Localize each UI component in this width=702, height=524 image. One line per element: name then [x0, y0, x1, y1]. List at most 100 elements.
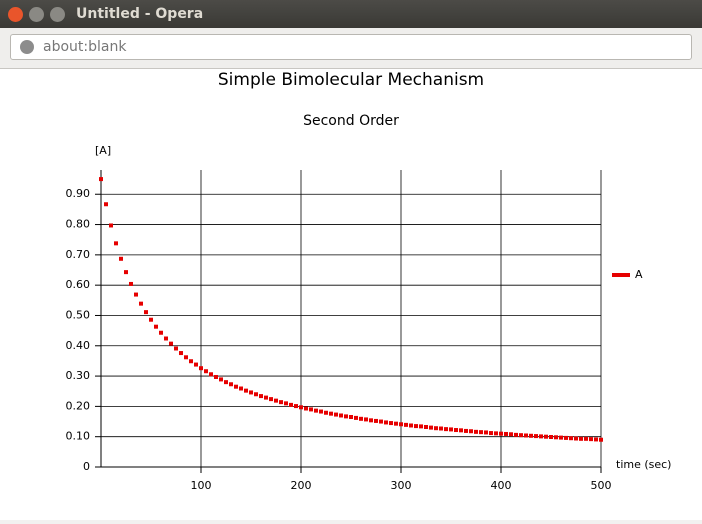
data-point [534, 434, 538, 439]
data-point [314, 408, 318, 413]
data-point [434, 426, 438, 431]
data-point [464, 428, 468, 433]
title-bar: Untitled - Opera [0, 0, 702, 28]
minimize-button[interactable] [29, 7, 44, 22]
data-point [599, 437, 603, 442]
data-point [309, 407, 313, 412]
data-point [564, 435, 568, 440]
data-point [254, 392, 258, 397]
chart: Simple Bimolecular Mechanism Second Orde… [66, 70, 672, 492]
data-point [209, 372, 213, 377]
data-point [439, 426, 443, 431]
data-point [554, 435, 558, 440]
data-point [394, 421, 398, 426]
data-point [169, 341, 173, 346]
data-point [179, 351, 183, 356]
site-icon [20, 40, 34, 54]
data-point [579, 436, 583, 441]
data-point [524, 433, 528, 438]
y-tick-label: 0.40 [66, 339, 91, 352]
close-button[interactable] [8, 7, 23, 22]
y-tick-label: 0.50 [66, 308, 91, 321]
data-point [174, 346, 178, 351]
data-point [279, 400, 283, 405]
data-point [204, 369, 208, 374]
data-point [289, 402, 293, 407]
x-tick-label: 300 [391, 479, 412, 492]
data-point [199, 366, 203, 371]
address-bar[interactable]: about:blank [10, 34, 692, 60]
data-point [374, 418, 378, 423]
data-point [274, 398, 278, 403]
data-point [224, 380, 228, 385]
chart-subtitle: Second Order [303, 113, 399, 129]
legend-label: A [635, 268, 643, 281]
y-tick-label: 0.60 [66, 278, 91, 291]
data-point [219, 377, 223, 382]
data-point [269, 397, 273, 402]
data-point [589, 437, 593, 442]
data-point [474, 429, 478, 434]
data-point [109, 223, 113, 228]
data-point [584, 436, 588, 441]
data-point [134, 292, 138, 297]
y-axis-label: [A] [95, 144, 111, 157]
data-point [409, 423, 413, 428]
data-point [294, 404, 298, 409]
data-point [129, 281, 133, 286]
y-tick-label: 0.30 [66, 369, 91, 382]
data-point [539, 434, 543, 439]
data-point [114, 241, 118, 246]
y-tick-label: 0.20 [66, 399, 91, 412]
data-point [359, 416, 363, 421]
data-point [494, 431, 498, 436]
data-point [299, 405, 303, 410]
content: Simple Bimolecular Mechanism Second Orde… [0, 69, 702, 520]
x-tick-label: 100 [191, 479, 212, 492]
data-point [154, 324, 158, 329]
data-point [369, 418, 373, 423]
maximize-button[interactable] [50, 7, 65, 22]
data-point [214, 374, 218, 379]
y-tick-label: 0.80 [66, 218, 91, 231]
data-point [489, 431, 493, 436]
data-point [249, 390, 253, 395]
data-point [149, 317, 153, 322]
data-point [574, 436, 578, 441]
data-point [164, 336, 168, 341]
data-point [354, 415, 358, 420]
window-title: Untitled - Opera [76, 6, 204, 22]
data-point [194, 362, 198, 367]
x-axis-label: time (sec) [616, 458, 671, 471]
x-tick-label: 500 [591, 479, 612, 492]
data-point [144, 310, 148, 315]
data-point [189, 359, 193, 364]
data-point [344, 414, 348, 419]
data-point [159, 330, 163, 335]
data-point [319, 409, 323, 414]
data-point [334, 412, 338, 417]
data-point [484, 430, 488, 435]
data-point [184, 355, 188, 360]
data-point [264, 395, 268, 400]
chart-title: Simple Bimolecular Mechanism [218, 70, 484, 90]
data-point [379, 419, 383, 424]
data-point [519, 433, 523, 438]
x-tick-label: 200 [291, 479, 312, 492]
data-point [284, 401, 288, 406]
data-point [234, 384, 238, 389]
data-point [339, 413, 343, 418]
data-point [509, 432, 513, 437]
data-point [229, 382, 233, 387]
data-point [429, 425, 433, 430]
data-point [559, 435, 563, 440]
data-point [514, 432, 518, 437]
data-point [384, 420, 388, 425]
data-point [124, 270, 128, 275]
data-point [99, 177, 103, 182]
data-point [424, 424, 428, 429]
data-point [449, 427, 453, 432]
data-point [399, 422, 403, 427]
data-point [529, 433, 533, 438]
